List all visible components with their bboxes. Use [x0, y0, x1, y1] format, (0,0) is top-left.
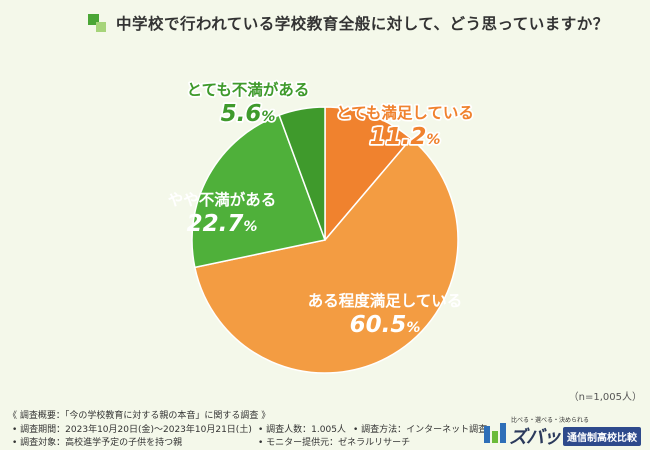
slice-label-name: とても不満がある: [187, 80, 310, 99]
survey-footer: 《 調査概要：「今の学校教育に対する親の本音」に関する調査 》 • 調査期間：2…: [0, 405, 650, 450]
slice-label-name: とても満足している: [336, 104, 474, 122]
survey-provider: • モニター提供元：ゼネラルリサーチ: [258, 438, 411, 448]
slice-label: とても満足している 11.2%: [334, 102, 475, 152]
slice-label: やや不満がある 22.7%: [168, 190, 277, 237]
slice-label: とても不満がある 5.6%: [185, 78, 311, 129]
pie-slice: [278, 106, 326, 241]
survey-count: • 調査人数：1.005人: [258, 425, 346, 435]
pie-chart: とても満足している 11.2% ある程度満足している 60.5% やや不満がある 22.7…: [168, 78, 476, 374]
chart-title-row: 中学校で行われている学校教育全般に対して、どう思っていますか？: [88, 12, 609, 34]
sample-size-note: （n=1,005人）: [568, 392, 642, 403]
pie-slice: [191, 114, 327, 269]
survey-target: • 調査対象：高校進学予定の子供を持つ親: [12, 438, 183, 448]
zubat-logo: 比べる・選べる・決められる ズバット 通信制高校比較: [483, 415, 645, 448]
squares-icon: [88, 14, 106, 32]
chart-title: 中学校で行われている学校教育全般に対して、どう思っていますか？: [116, 15, 609, 33]
slice-label-name: ある程度満足している: [308, 291, 463, 310]
logo-mark-icon: [484, 423, 506, 443]
slice-label: ある程度満足している 60.5%: [308, 291, 463, 338]
pie-slice: [193, 137, 459, 374]
slice-label-name: やや不満がある: [168, 190, 277, 209]
pie-slice: [324, 106, 413, 243]
logo-name: ズバット: [509, 427, 578, 448]
slice-label-value: 11.2%: [370, 124, 441, 150]
survey-period: • 調査期間：2023年10月20日(金)～2023年10月21日(土): [12, 425, 252, 435]
slice-label-value: 60.5%: [350, 312, 421, 338]
slice-label-value: 5.6%: [221, 101, 276, 127]
slice-label-value: 22.7%: [187, 211, 258, 237]
logo-badge: 通信制高校比較: [563, 427, 641, 446]
survey-method: • 調査方法：インターネット調査: [353, 425, 488, 435]
logo-tagline: 比べる・選べる・決められる: [511, 417, 590, 424]
survey-heading: 《 調査概要：「今の学校教育に対する親の本音」に関する調査 》: [8, 411, 271, 421]
